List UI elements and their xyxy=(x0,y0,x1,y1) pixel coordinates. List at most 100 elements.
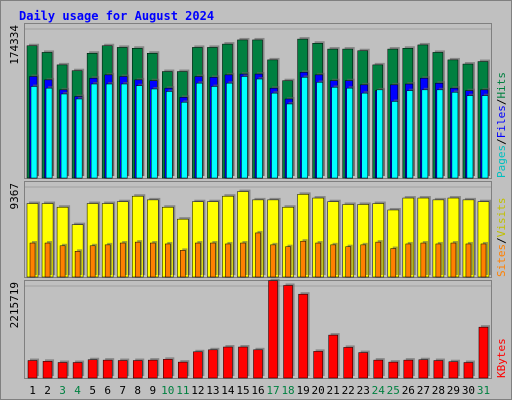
day-label-1: 1 xyxy=(29,384,36,397)
bar-sites-day-26 xyxy=(405,243,412,278)
bar-kbytes-day-19 xyxy=(298,293,308,379)
bar-sites-day-25 xyxy=(390,248,397,278)
bar-sites-day-21 xyxy=(330,244,336,278)
bar-pages-day-31 xyxy=(481,95,489,179)
bar-sites-day-9 xyxy=(150,242,156,278)
scale-label-kbytes: 2215719 xyxy=(8,282,21,328)
bar-sites-day-7 xyxy=(119,242,126,278)
bar-sites-day-11 xyxy=(180,250,186,278)
day-label-2: 2 xyxy=(44,384,51,397)
day-label-6: 6 xyxy=(104,384,111,397)
bar-pages-day-16 xyxy=(256,78,263,179)
day-label-31: 31 xyxy=(477,384,490,397)
bar-sites-day-31 xyxy=(480,243,487,278)
bar-sites-day-3 xyxy=(59,245,66,278)
bar-kbytes-day-20 xyxy=(313,351,323,379)
bar-kbytes-day-16 xyxy=(253,349,263,379)
bar-sites-day-22 xyxy=(345,246,351,278)
bar-kbytes-day-7 xyxy=(117,360,128,379)
bar-pages-day-20 xyxy=(316,82,323,179)
bar-pages-day-27 xyxy=(421,89,429,179)
day-label-13: 13 xyxy=(206,384,219,397)
day-label-10: 10 xyxy=(161,384,174,397)
bar-pages-day-10 xyxy=(166,91,173,179)
bar-sites-day-18 xyxy=(285,246,291,278)
legend-item-: / xyxy=(495,138,508,145)
bar-sites-day-14 xyxy=(225,243,231,278)
bar-sites-day-19 xyxy=(300,240,306,278)
bar-kbytes-day-28 xyxy=(433,360,444,379)
bar-sites-day-24 xyxy=(375,241,382,278)
panel-border-visits-sites xyxy=(24,181,492,278)
day-label-30: 30 xyxy=(462,384,475,397)
bar-kbytes-day-9 xyxy=(148,359,158,379)
panel-border-hits-files-pages xyxy=(24,23,492,179)
bar-kbytes-day-11 xyxy=(178,361,188,379)
bar-sites-day-12 xyxy=(195,242,201,278)
bar-pages-day-8 xyxy=(135,85,143,179)
bar-pages-day-6 xyxy=(105,83,113,179)
bar-kbytes-day-6 xyxy=(102,359,113,379)
bar-sites-day-28 xyxy=(435,243,442,278)
bar-sites-day-13 xyxy=(210,242,216,278)
day-label-24: 24 xyxy=(372,384,386,397)
bar-pages-day-13 xyxy=(211,86,218,179)
bar-kbytes-day-25 xyxy=(388,361,399,379)
bar-kbytes-day-27 xyxy=(418,359,429,379)
legend-item-: / xyxy=(495,99,508,106)
legend-item-Hits: Hits xyxy=(495,72,508,99)
day-label-4: 4 xyxy=(74,384,81,397)
legend-item-Files: Files xyxy=(495,105,508,138)
bar-kbytes-day-26 xyxy=(403,359,414,379)
bar-sites-day-6 xyxy=(104,244,111,278)
bar-kbytes-day-21 xyxy=(328,334,338,379)
bar-kbytes-day-13 xyxy=(208,349,218,379)
legend-item-: / xyxy=(495,237,508,244)
legend-item-KBytes: KBytes xyxy=(495,338,508,378)
day-label-29: 29 xyxy=(447,384,460,397)
bar-sites-day-8 xyxy=(134,241,141,278)
bar-pages-day-19 xyxy=(301,77,308,179)
bar-kbytes-day-2 xyxy=(42,361,53,379)
bar-sites-day-29 xyxy=(450,242,457,278)
bar-kbytes-day-1 xyxy=(27,360,38,379)
legend-bottom: KBytes xyxy=(495,338,508,378)
bar-pages-day-22 xyxy=(346,87,353,179)
legend-middle: Sites/Visits xyxy=(495,198,508,278)
bar-kbytes-day-10 xyxy=(163,359,173,379)
day-label-21: 21 xyxy=(327,384,340,397)
bar-kbytes-day-8 xyxy=(132,360,143,379)
day-label-18: 18 xyxy=(281,384,294,397)
bar-pages-day-5 xyxy=(90,83,98,179)
day-label-27: 27 xyxy=(417,384,430,397)
bar-kbytes-day-23 xyxy=(358,352,368,379)
legend-item-Visits: Visits xyxy=(495,198,508,238)
bar-pages-day-30 xyxy=(466,95,474,179)
bar-pages-day-1 xyxy=(30,86,38,179)
bar-sites-day-10 xyxy=(165,243,171,278)
day-label-9: 9 xyxy=(149,384,156,397)
bar-pages-day-11 xyxy=(181,102,188,179)
bar-sites-day-2 xyxy=(44,242,51,278)
bar-kbytes-day-12 xyxy=(193,351,203,379)
bar-pages-day-18 xyxy=(286,103,293,179)
day-label-3: 3 xyxy=(59,384,66,397)
bar-sites-day-20 xyxy=(315,242,321,278)
bar-pages-day-14 xyxy=(226,82,233,179)
scale-label-hits-files-pages: 174334 xyxy=(8,25,21,65)
legend-item-Pages: Pages xyxy=(495,145,508,178)
bar-pages-day-4 xyxy=(75,98,83,179)
day-label-17: 17 xyxy=(266,384,279,397)
day-label-25: 25 xyxy=(387,384,400,397)
panel-border-kbytes xyxy=(24,280,492,379)
day-label-8: 8 xyxy=(134,384,141,397)
bar-pages-day-25 xyxy=(391,101,399,179)
bar-pages-day-7 xyxy=(120,83,128,179)
bar-pages-day-26 xyxy=(406,90,414,179)
bar-pages-day-23 xyxy=(361,92,368,179)
bar-sites-day-5 xyxy=(89,245,96,278)
bar-pages-day-28 xyxy=(436,89,444,179)
bar-pages-day-12 xyxy=(196,82,203,179)
bar-sites-day-17 xyxy=(270,244,276,278)
